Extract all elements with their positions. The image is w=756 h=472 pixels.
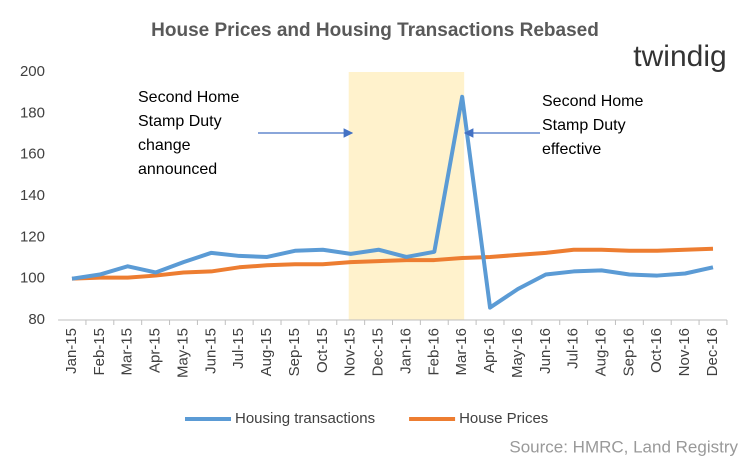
series-line	[71, 94, 714, 310]
legend-label: Housing transactions	[235, 410, 375, 427]
y-tick-label: 200	[20, 63, 45, 80]
x-tick-label: May-15	[174, 328, 191, 378]
x-tick-label: Dec-16	[704, 328, 721, 376]
y-tick-label: 120	[20, 228, 45, 245]
x-tick-label: Feb-16	[425, 328, 442, 376]
x-tick-label: May-16	[509, 328, 526, 378]
annotation: Stamp Duty	[138, 113, 222, 130]
x-tick-label: Jul-16	[565, 328, 582, 369]
annotation: effective	[542, 141, 601, 158]
x-tick-label: Oct-15	[314, 328, 331, 373]
source: Source: HMRC, Land Registry	[509, 437, 738, 456]
y-tick-label: 140	[20, 187, 45, 204]
x-tick-label: Aug-15	[258, 328, 275, 376]
x-tick-label: Jun-15	[202, 328, 219, 374]
x-tick-label: Dec-15	[370, 328, 387, 376]
x-tick-label: Aug-16	[592, 328, 609, 376]
x-tick-label: Jan-16	[397, 328, 414, 374]
y-tick-label: 80	[28, 311, 45, 328]
annotation: announced	[138, 161, 217, 178]
x-tick-label: Apr-15	[147, 328, 164, 373]
logo: twindig	[633, 40, 726, 73]
chart-title: House Prices and Housing Transactions Re…	[151, 20, 599, 41]
annotation: change	[138, 137, 191, 154]
x-tick-label: Mar-16	[453, 328, 470, 376]
x-tick-label: Sep-16	[620, 328, 637, 376]
y-tick-label: 160	[20, 146, 45, 163]
x-tick-label: Sep-15	[286, 328, 303, 376]
legend-label: House Prices	[459, 410, 548, 427]
x-tick-label: Jan-15	[63, 328, 80, 374]
shaded-band	[348, 72, 465, 320]
annotation: Second Home	[138, 89, 239, 106]
x-tick-label: Nov-16	[676, 328, 693, 376]
y-tick-label: 100	[20, 270, 45, 287]
x-tick-label: Mar-15	[119, 328, 136, 376]
annotation: Stamp Duty	[542, 117, 626, 134]
x-tick-label: Nov-15	[342, 328, 359, 376]
x-tick-label: Oct-16	[648, 328, 665, 373]
series-line	[71, 246, 714, 281]
x-tick-label: Jun-16	[537, 328, 554, 374]
annotation: Second Home	[542, 93, 643, 110]
x-tick-label: Jul-15	[230, 328, 247, 369]
x-tick-label: Apr-16	[481, 328, 498, 373]
x-tick-label: Feb-15	[91, 328, 108, 376]
y-tick-label: 180	[20, 104, 45, 121]
